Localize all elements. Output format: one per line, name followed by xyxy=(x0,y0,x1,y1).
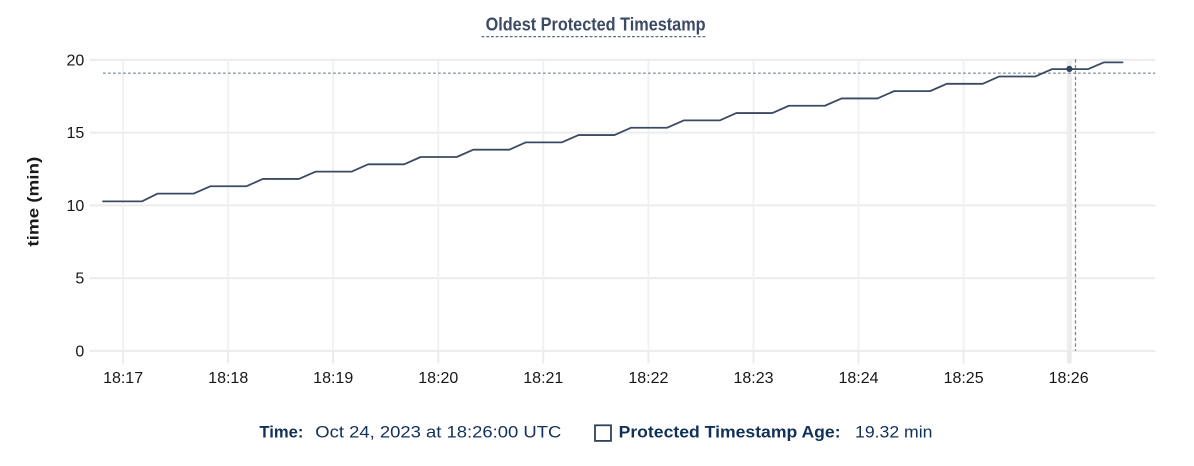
svg-text:Protected Timestamp Age:: Protected Timestamp Age: xyxy=(619,423,841,442)
svg-text:18:22: 18:22 xyxy=(628,370,668,387)
svg-text:18:19: 18:19 xyxy=(313,370,353,387)
svg-text:15: 15 xyxy=(67,125,85,142)
svg-text:5: 5 xyxy=(75,271,84,288)
svg-text:18:26: 18:26 xyxy=(1049,370,1089,387)
svg-text:Time:: Time: xyxy=(259,423,303,442)
svg-text:0: 0 xyxy=(75,343,84,360)
svg-text:20: 20 xyxy=(67,52,85,69)
svg-text:18:25: 18:25 xyxy=(944,370,984,387)
svg-text:18:21: 18:21 xyxy=(523,370,563,387)
svg-text:18:18: 18:18 xyxy=(208,370,248,387)
svg-text:18:20: 18:20 xyxy=(418,370,458,387)
svg-text:18:23: 18:23 xyxy=(733,370,773,387)
svg-text:Oct 24, 2023 at 18:26:00 UTC: Oct 24, 2023 at 18:26:00 UTC xyxy=(315,423,561,442)
svg-text:18:17: 18:17 xyxy=(103,370,143,387)
svg-text:19.32 min: 19.32 min xyxy=(855,423,933,442)
svg-text:time (min): time (min) xyxy=(26,157,43,247)
svg-text:18:24: 18:24 xyxy=(838,370,878,387)
svg-text:Oldest Protected Timestamp: Oldest Protected Timestamp xyxy=(486,14,706,35)
svg-text:10: 10 xyxy=(67,198,85,215)
